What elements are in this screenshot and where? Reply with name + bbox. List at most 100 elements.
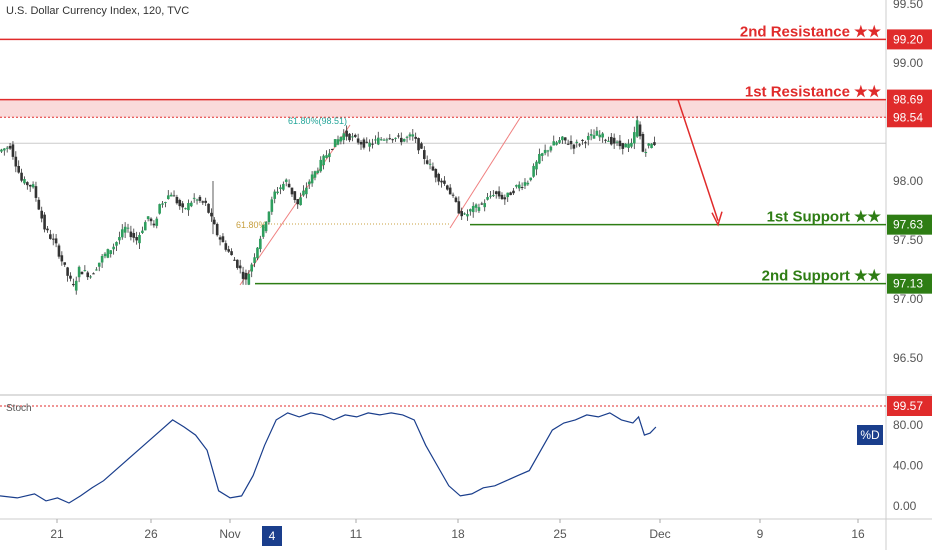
candle-body [305, 187, 308, 195]
candle-body [420, 143, 423, 149]
candle-body [454, 197, 458, 202]
candle-body [529, 177, 533, 181]
candle-body [457, 201, 461, 214]
candle-body [615, 141, 619, 143]
candle-body [80, 271, 84, 275]
resistance-zone [0, 99, 886, 118]
candle-body [302, 190, 305, 196]
candle-body [520, 186, 524, 188]
price-tick-label: 97.50 [893, 233, 923, 247]
candle-body [253, 257, 256, 263]
price-tick-label: 99.50 [893, 0, 923, 11]
candle-body [218, 237, 222, 240]
candle-body [31, 184, 35, 188]
candle-body [74, 280, 78, 291]
fib-line [239, 124, 351, 286]
candle-body [391, 139, 394, 141]
candle-body [411, 134, 415, 137]
time-tick-label: 26 [144, 527, 158, 541]
candle-body [443, 180, 446, 184]
candle-body [509, 192, 512, 196]
candle-body [408, 134, 412, 137]
candle-body [181, 203, 184, 208]
candle-body [20, 172, 23, 181]
candle-body [572, 144, 576, 149]
candle-body [342, 133, 346, 141]
candle-body [598, 134, 602, 138]
candle-body [345, 130, 348, 137]
candle-body [624, 143, 627, 148]
candle-body [379, 139, 383, 141]
candle-body [399, 137, 403, 143]
candle-body [535, 161, 538, 170]
candle-body [279, 187, 282, 190]
candle-body [143, 222, 147, 231]
candle-body [517, 184, 521, 189]
level-badge-label: 98.54 [893, 110, 923, 124]
stoch-pane: 99.57 80.00 40.00 0.00 %D [0, 396, 932, 513]
candle-body [431, 166, 435, 171]
candle-body [270, 199, 274, 212]
price-tick-label: 98.00 [893, 174, 923, 188]
candle-body [66, 267, 69, 276]
candle-body [161, 203, 164, 205]
candle-body [100, 256, 104, 263]
candle-body [8, 145, 12, 149]
candle-body [164, 202, 167, 204]
candle-body [284, 179, 288, 182]
price-pane [0, 0, 886, 395]
candle-body [0, 149, 3, 152]
stoch-label: Stoch [6, 403, 32, 414]
candle-body [14, 156, 18, 167]
candle-body [451, 194, 455, 196]
candle-body [428, 163, 432, 165]
candle-body [46, 228, 49, 231]
candle-body [397, 135, 400, 137]
candle-body [365, 141, 369, 143]
candle-body [362, 139, 366, 148]
candle-body [469, 209, 472, 212]
candle-body [434, 169, 438, 178]
candle-body [89, 276, 92, 278]
candle-body [192, 197, 196, 199]
candle-body [609, 136, 613, 145]
candle-body [647, 143, 650, 146]
candle-body [561, 136, 564, 141]
candle-body [480, 203, 484, 205]
candle-body [394, 137, 397, 139]
candle-body [132, 233, 136, 238]
candle-body [155, 218, 159, 226]
level-badge-label: 99.20 [893, 32, 923, 46]
candle-body [500, 194, 504, 199]
candle-body [325, 155, 328, 158]
candle-body [313, 171, 317, 178]
candle-body [141, 230, 144, 233]
level-badge-label: 97.13 [893, 277, 923, 291]
level-badge-label: 97.63 [893, 218, 923, 232]
stoch-tick-label: 40.00 [893, 459, 923, 473]
stoch-legend-label: %D [860, 428, 880, 442]
candle-body [618, 140, 622, 147]
time-cursor-badge [262, 526, 282, 546]
time-tick-label: 11 [350, 527, 363, 541]
candle-body [72, 283, 75, 286]
candle-body [376, 137, 380, 145]
level-lines [0, 38, 886, 285]
candle-body [592, 135, 596, 139]
candle-body [241, 271, 245, 279]
stoch-badge-label: 99.57 [893, 399, 923, 413]
candle-body [126, 227, 130, 229]
candle-body [210, 212, 213, 217]
candle-body [236, 259, 239, 268]
stoch-tick-label: 80.00 [893, 418, 923, 432]
time-tick-label: Nov [219, 527, 240, 541]
candle-body [466, 214, 469, 217]
candle-body [310, 174, 314, 184]
candle-body [374, 139, 377, 141]
candle-body [238, 265, 242, 269]
candle-body [492, 195, 495, 197]
level-badge-label: 98.69 [893, 93, 923, 107]
candle-body [632, 132, 636, 144]
candle-body [57, 245, 61, 257]
